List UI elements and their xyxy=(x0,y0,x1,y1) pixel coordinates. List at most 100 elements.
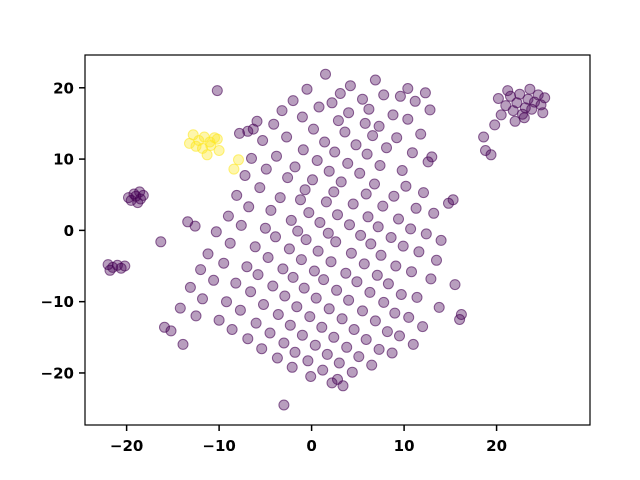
scatter-point-cluster-purple xyxy=(495,109,507,121)
scatter-point-cluster-purple xyxy=(292,225,304,237)
scatter-point-cluster-purple xyxy=(289,346,301,358)
scatter-point-cluster-purple xyxy=(357,93,368,105)
x-tick-label: −20 xyxy=(110,437,143,455)
scatter-point-cluster-purple xyxy=(202,248,214,260)
scatter-point-cluster-purple xyxy=(359,117,371,129)
scatter-point-cluster-purple xyxy=(309,339,321,351)
scatter-point-cluster-purple xyxy=(296,111,308,123)
scatter-point-cluster-purple xyxy=(104,264,116,276)
scatter-point-cluster-purple xyxy=(492,93,504,104)
scatter-point-cluster-purple xyxy=(323,303,335,315)
scatter-point-cluster-yellow xyxy=(205,140,217,151)
scatter-point-cluster-purple xyxy=(257,135,269,146)
scatter-point-cluster-purple xyxy=(190,310,202,322)
scatter-point-cluster-purple xyxy=(385,232,397,243)
scatter-point-cluster-purple xyxy=(372,221,384,233)
scatter-point-cluster-purple xyxy=(211,85,223,97)
scatter-point-cluster-purple xyxy=(346,366,358,378)
scatter-point-cluster-purple xyxy=(300,234,312,246)
scatter-point-cluster-purple xyxy=(337,380,349,392)
scatter-point-cluster-purple xyxy=(395,289,407,300)
scatter-point-cluster-purple xyxy=(311,155,323,166)
x-tick-label: −10 xyxy=(202,437,235,455)
scatter-point-cluster-purple xyxy=(403,311,415,323)
scatter-point-cluster-purple xyxy=(208,274,220,286)
scatter-point-cluster-yellow xyxy=(213,145,225,156)
scatter-point-cluster-purple xyxy=(307,174,318,186)
scatter-point-cluster-purple xyxy=(419,87,431,99)
scatter-point-cluster-purple xyxy=(262,252,274,263)
scatter-point-cluster-purple xyxy=(447,194,459,206)
scatter-point-cluster-purple xyxy=(287,271,299,283)
scatter-point-cluster-purple xyxy=(428,207,440,219)
scatter-point-cluster-purple xyxy=(297,144,309,156)
scatter-point-cluster-purple xyxy=(426,151,438,163)
scatter-point-cluster-purple xyxy=(296,329,308,341)
scatter-point-cluster-purple xyxy=(369,315,381,327)
scatter-point-cluster-purple xyxy=(348,324,360,335)
scatter-point-cluster-purple xyxy=(355,229,367,241)
scatter-point-cluster-purple xyxy=(357,305,368,317)
scatter-point-cluster-purple xyxy=(435,234,447,246)
scatter-point-cluster-purple xyxy=(320,68,331,80)
scatter-point-cluster-purple xyxy=(371,269,383,281)
scatter-point-cluster-purple xyxy=(339,126,351,138)
scatter-point-cluster-purple xyxy=(365,238,377,250)
scatter-point-cluster-purple xyxy=(278,399,290,411)
scatter-point-cluster-purple xyxy=(245,286,257,298)
scatter-point-cluster-purple xyxy=(256,343,268,355)
scatter-point-cluster-purple xyxy=(381,326,393,338)
scatter-point-cluster-purple xyxy=(532,89,544,101)
scatter-point-cluster-purple xyxy=(400,180,412,192)
scatter-point-cluster-purple xyxy=(313,101,325,113)
scatter-point-cluster-purple xyxy=(431,254,442,266)
scatter-point-cluster-purple xyxy=(321,348,333,360)
scatter-point-cluster-purple xyxy=(272,309,284,320)
scatter-point-cluster-purple xyxy=(301,83,313,95)
y-tick-label: 20 xyxy=(53,79,74,97)
scatter-point-cluster-purple xyxy=(364,286,376,298)
scatter-point-cluster-purple xyxy=(271,150,282,162)
scatter-point-cluster-purple xyxy=(210,226,222,238)
scatter-point-cluster-purple xyxy=(347,198,359,210)
scatter-point-cluster-purple xyxy=(316,321,328,333)
scatter-point-cluster-purple xyxy=(402,113,414,125)
scatter-point-cluster-purple xyxy=(388,190,400,202)
scatter-point-cluster-purple xyxy=(295,254,307,266)
scatter-point-cluster-purple xyxy=(328,186,340,198)
scatter-point-cluster-purple xyxy=(284,319,296,331)
scatter-point-cluster-purple xyxy=(502,85,514,97)
scatter-point-cluster-purple xyxy=(340,267,352,279)
scatter-point-cluster-purple xyxy=(341,341,353,353)
scatter-point-cluster-purple xyxy=(381,142,392,154)
scatter-point-cluster-purple xyxy=(362,211,374,223)
scatter-point-cluster-purple xyxy=(250,317,262,329)
scatter-point-cluster-purple xyxy=(524,83,536,95)
scatter-point-cluster-purple xyxy=(222,210,234,222)
scatter-point-cluster-purple xyxy=(310,292,322,304)
scatter-point-cluster-purple xyxy=(304,311,316,323)
scatter-point-cluster-purple xyxy=(282,172,294,184)
scatter-point-cluster-purple xyxy=(360,188,372,200)
scatter-point-cluster-purple xyxy=(344,219,355,231)
scatter-point-cluster-purple xyxy=(252,269,264,281)
scatter-point-cluster-purple xyxy=(415,128,427,140)
scatter-point-cluster-purple xyxy=(184,281,196,293)
scatter-point-cluster-purple xyxy=(287,95,299,107)
scatter-point-cluster-purple xyxy=(393,213,404,225)
scatter-point-cluster-purple xyxy=(174,302,186,314)
scatter-point-cluster-purple xyxy=(373,343,385,355)
scatter-point-cluster-purple xyxy=(394,90,406,102)
scatter-point-cluster-purple xyxy=(221,296,232,308)
scatter-point-cluster-purple xyxy=(243,201,255,213)
scatter-point-cluster-purple xyxy=(377,200,389,212)
scatter-point-cluster-purple xyxy=(224,237,236,249)
scatter-point-cluster-purple xyxy=(289,161,301,173)
scatter-point-cluster-purple xyxy=(303,207,315,219)
scatter-point-cluster-purple xyxy=(302,355,314,367)
scatter-point-cluster-purple xyxy=(286,361,298,373)
y-tick-label: 0 xyxy=(64,222,74,240)
scatter-point-cluster-purple xyxy=(433,301,445,313)
